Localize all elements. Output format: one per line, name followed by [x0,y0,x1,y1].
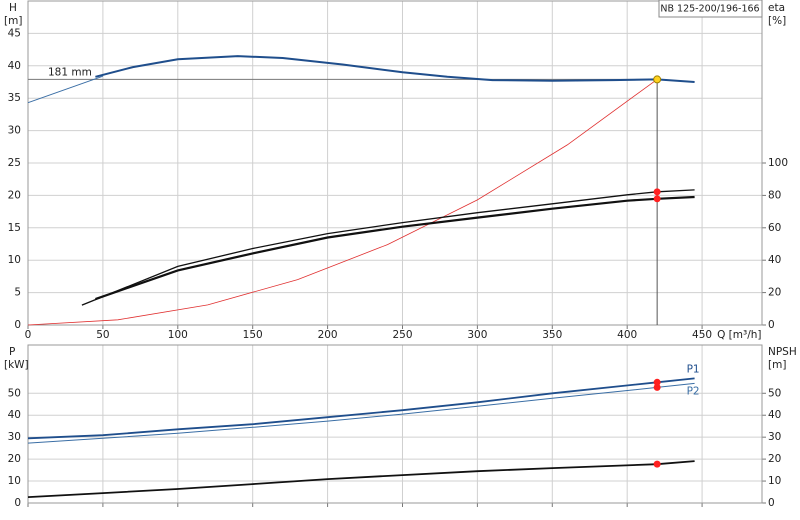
x-tick-label: 50 [96,329,109,341]
x-tick-label: 300 [467,329,487,341]
y2-tick-label: 60 [768,222,781,234]
curve [95,55,695,83]
y-unit: [kW] [4,359,29,371]
y-tick-label: 20 [8,453,21,465]
x-tick-label: 0 [25,329,32,341]
y-tick-label: 5 [14,287,21,299]
y2-tick-label: 50 [768,387,781,399]
curve [27,79,658,326]
y2-tick-label: 20 [768,287,781,299]
curve [27,382,695,444]
plot-frame [27,0,763,326]
marker [653,195,661,203]
y-tick-label: 10 [8,475,21,487]
y-tick-label: 30 [8,431,21,443]
y2-unit: [%] [768,15,786,27]
curve [95,195,695,301]
y2-tick-label: 0 [768,497,775,509]
plot-frame [27,344,763,504]
marker [653,460,661,468]
y-tick-label: 40 [8,409,21,421]
y2-tick-label: 80 [768,189,781,201]
y2-tick-label: 40 [768,409,781,421]
y2-tick-label: 30 [768,431,781,443]
marker [653,378,661,386]
y-tick-label: 40 [8,60,21,72]
x-label: Q [m³/h] [717,329,761,341]
y-tick-label: 35 [8,92,21,104]
y-tick-label: 45 [8,27,21,39]
y-tick-label: 15 [8,222,21,234]
y2-tick-label: 10 [768,475,781,487]
x-tick-label: 100 [168,329,188,341]
y-tick-label: 0 [14,319,21,331]
y-label: P [9,346,15,358]
series-label: P2 [687,385,700,397]
y-tick-label: 20 [8,189,21,201]
x-tick-label: 400 [617,329,637,341]
y-unit: [m] [4,15,22,27]
y-label: H [9,2,17,14]
y-tick-label: 50 [8,387,21,399]
curve [27,460,695,498]
y-tick-label: 0 [14,497,21,509]
y2-unit: [m] [768,359,786,371]
y2-tick-label: 0 [768,319,775,331]
y2-tick-label: 100 [768,157,788,169]
x-tick-label: 350 [542,329,562,341]
x-tick-label: 200 [318,329,338,341]
y2-label: eta [768,2,785,14]
x-tick-label: 450 [692,329,712,341]
y-tick-label: 25 [8,157,21,169]
y2-tick-label: 40 [768,254,781,266]
marker [653,383,661,391]
y-tick-label: 10 [8,254,21,266]
curve [27,377,695,440]
curve [27,75,104,104]
chart-title: NB 125-200/196-166 [660,4,759,15]
x-tick-label: 250 [392,329,412,341]
y2-tick-label: 20 [768,453,781,465]
curve [81,189,695,306]
marker [653,188,661,196]
title-box [658,0,763,18]
annotation: 181 mm [48,66,92,78]
y2-label: NPSH [768,346,797,358]
y-tick-label: 30 [8,125,21,137]
series-label: P1 [687,363,700,375]
marker [653,75,662,84]
x-tick-label: 150 [243,329,263,341]
